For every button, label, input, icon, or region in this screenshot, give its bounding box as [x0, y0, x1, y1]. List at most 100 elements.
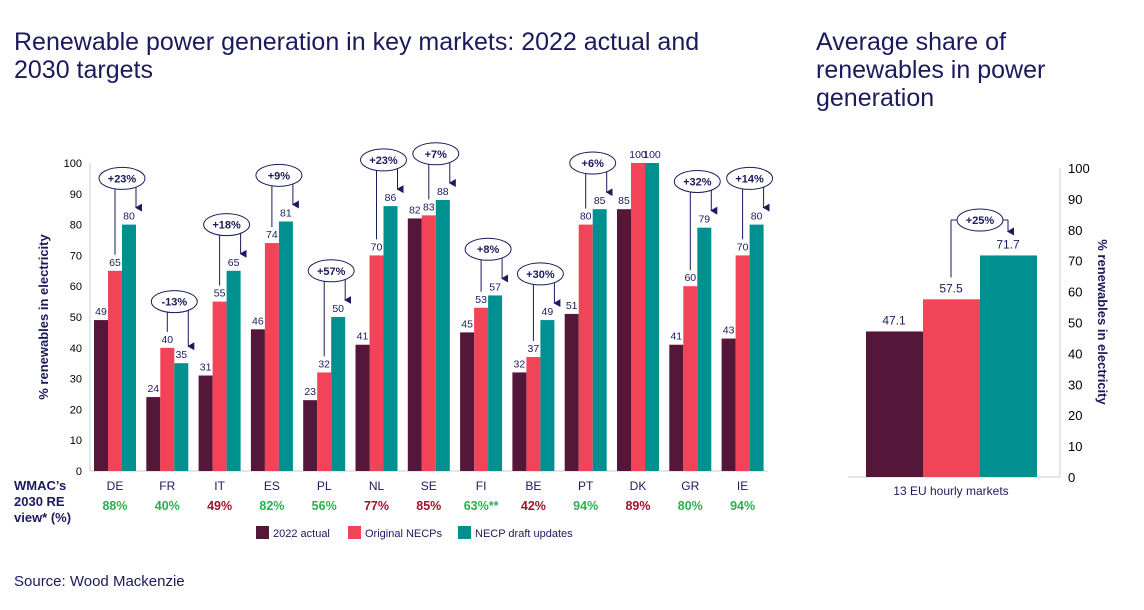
annotation-bubble [516, 262, 564, 286]
bar-FI-actual [460, 332, 475, 471]
x-tick-label: PT [578, 479, 594, 493]
x-tick-label: IT [214, 479, 225, 493]
annotation-label: +57% [317, 266, 346, 278]
data-label: 70 [371, 241, 383, 253]
wmac-view-value: 82% [259, 499, 284, 513]
annotation-bubble [360, 148, 407, 172]
right-chart-title: Average share of renewables in power gen… [816, 28, 1046, 112]
annotation-bubble [569, 151, 617, 175]
avg-x-tick-label: 13 EU hourly markets [893, 484, 1008, 498]
annotation-bubble [307, 259, 355, 283]
data-label: 74 [266, 229, 278, 241]
data-label: 45 [461, 318, 473, 330]
wmac-view-label: 2030 RE [14, 494, 65, 509]
bar-PT-actual [564, 313, 579, 471]
bar-SE-draft [435, 199, 450, 471]
data-label: 85 [594, 195, 606, 207]
data-label: 41 [357, 331, 369, 343]
bar-IE-draft [749, 224, 764, 471]
bar-ES-actual [250, 329, 265, 471]
wmac-view-value: 89% [625, 499, 650, 513]
bar-IT-actual [198, 375, 213, 471]
y-tick-label: 70 [70, 250, 82, 262]
data-label: 49 [95, 306, 107, 318]
avg-data-label: 57.5 [939, 281, 963, 295]
bar-PL-actual [303, 400, 318, 471]
bar-PL-draft [331, 317, 346, 471]
right-y-tick-label: 60 [1068, 285, 1082, 300]
y-tick-label: 10 [70, 435, 82, 447]
data-label: 100 [629, 149, 647, 161]
y-tick-label: 20 [70, 404, 82, 416]
avg-data-label: 47.1 [882, 313, 906, 327]
y-axis-label: % renewables in electricity [36, 234, 51, 400]
data-label: 65 [109, 257, 121, 269]
right-y-tick-label: 0 [1068, 470, 1075, 485]
y-tick-label: 30 [70, 374, 82, 386]
annotation-bubble [412, 142, 460, 166]
wmac-view-value: 42% [521, 499, 546, 513]
annotation-label: -13% [161, 297, 187, 309]
data-label: 81 [280, 208, 292, 220]
wmac-view-value: 77% [364, 499, 389, 513]
data-label: 41 [670, 331, 682, 343]
x-tick-label: FR [159, 479, 175, 493]
data-label: 70 [737, 241, 749, 253]
data-label: 49 [542, 306, 554, 318]
annotation-bubble [150, 290, 198, 314]
annotation-label: +23% [108, 173, 137, 185]
bar-NL-draft [383, 206, 398, 471]
bar-NL-original [369, 255, 384, 471]
data-label: 32 [318, 358, 330, 370]
data-label: 32 [514, 358, 526, 370]
y-tick-label: 90 [70, 189, 82, 201]
right-y-axis-label: % renewables in electricity [1095, 239, 1110, 405]
data-label: 80 [580, 211, 592, 223]
data-label: 82 [409, 204, 421, 216]
data-label: 79 [698, 214, 710, 226]
bar-FR-original [160, 347, 175, 471]
bar-ES-original [264, 243, 279, 471]
right-y-tick-label: 30 [1068, 377, 1082, 392]
y-tick-label: 0 [76, 466, 82, 478]
data-label: 57 [489, 281, 501, 293]
y-tick-label: 100 [64, 158, 82, 170]
legend-label: 2022 actual [273, 528, 330, 540]
wmac-view-value: 40% [155, 499, 180, 513]
data-label: 43 [723, 325, 735, 337]
x-tick-label: IE [737, 479, 748, 493]
avg-annotation-bubble [956, 208, 1004, 232]
bar-IT-original [212, 301, 227, 471]
wmac-view-value: 80% [678, 499, 703, 513]
x-tick-label: BE [525, 479, 541, 493]
data-label: 65 [228, 257, 240, 269]
bar-BE-original [526, 357, 541, 471]
avg-bar-draft [980, 255, 1037, 477]
bar-FR-draft [174, 363, 189, 471]
bar-BE-draft [540, 320, 555, 471]
annotation-label: +32% [683, 176, 712, 188]
annotation-label: +23% [369, 155, 398, 167]
bar-GR-actual [669, 344, 684, 471]
right-y-tick-label: 100 [1068, 161, 1090, 176]
data-label: 37 [528, 343, 540, 355]
x-tick-label: GR [681, 479, 699, 493]
y-tick-label: 80 [70, 220, 82, 232]
data-label: 24 [147, 383, 159, 395]
left-chart-title: Renewable power generation in key market… [14, 28, 700, 84]
bar-DE-original [108, 270, 122, 471]
avg-annotation-label: +25% [966, 215, 995, 227]
bar-DE-actual [94, 320, 108, 471]
data-label: 85 [618, 195, 630, 207]
data-label: 86 [385, 192, 397, 204]
bar-DK-draft [645, 163, 659, 471]
bar-DE-draft [122, 224, 136, 471]
x-tick-label: DE [107, 479, 124, 493]
data-label: 83 [423, 201, 435, 213]
annotation-label: +7% [425, 149, 448, 161]
data-label: 100 [643, 149, 661, 161]
legend-swatch [256, 526, 269, 539]
bar-DK-original [631, 163, 645, 471]
data-label: 88 [437, 186, 449, 198]
